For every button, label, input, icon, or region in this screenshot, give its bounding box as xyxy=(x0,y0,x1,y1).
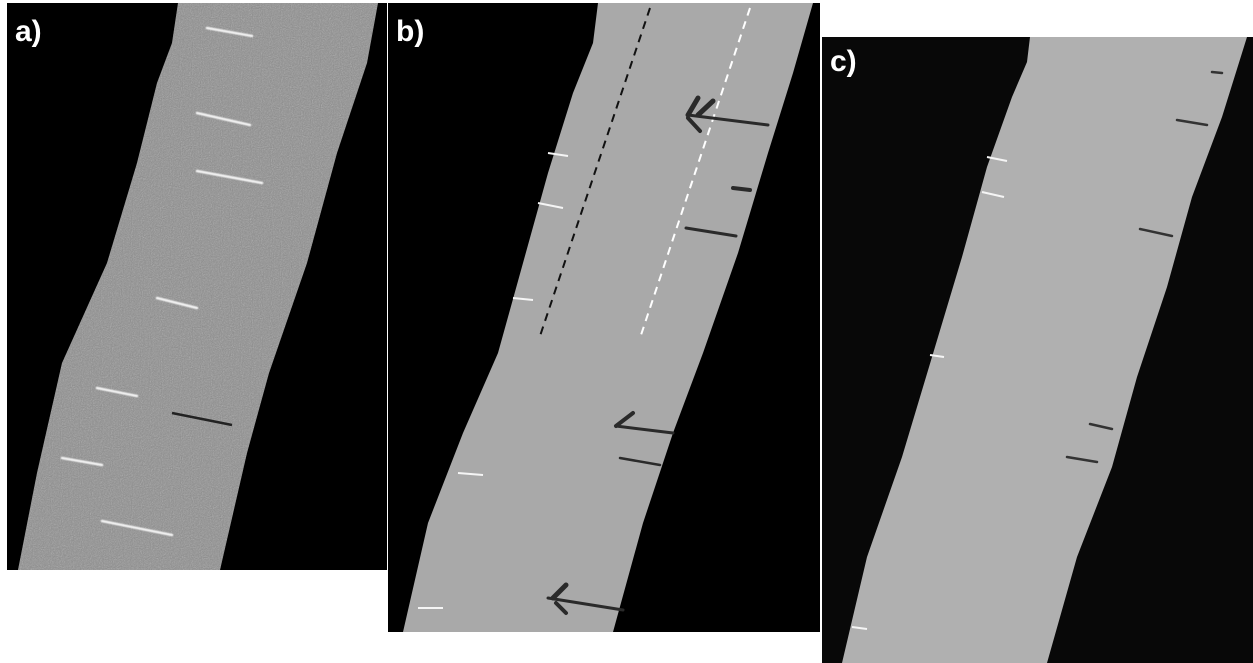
panel-b: b) xyxy=(388,3,820,632)
page: {"panels": [{"label": "a)"}, {"label": "… xyxy=(0,0,1253,663)
panel-label: c) xyxy=(830,45,857,78)
panel-c: c) xyxy=(822,37,1253,663)
figure: a) b) xyxy=(0,0,1253,663)
panel-label: b) xyxy=(396,15,424,48)
panel-a: a) xyxy=(7,3,387,570)
panel-label: a) xyxy=(15,15,42,48)
